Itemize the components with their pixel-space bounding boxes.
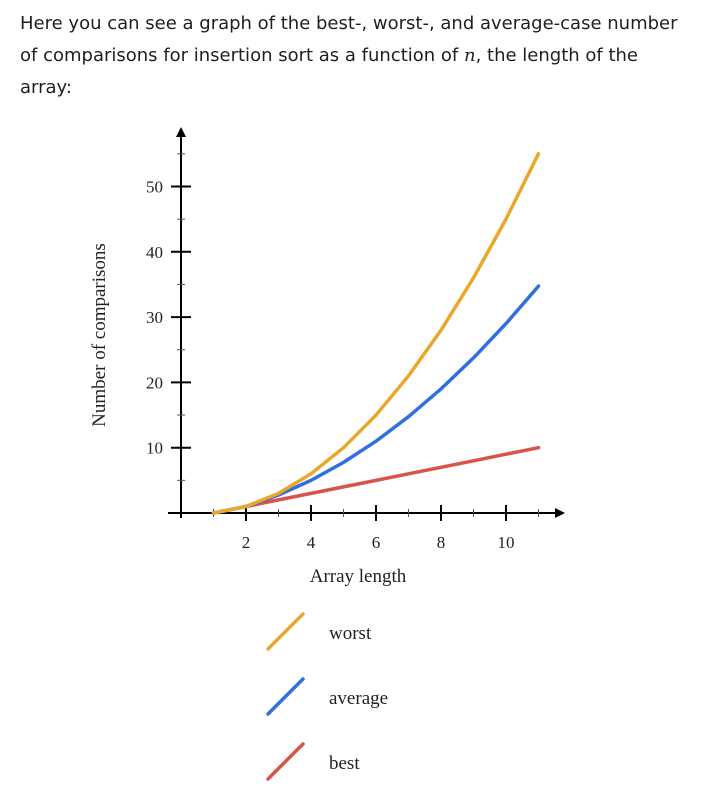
series-line-best bbox=[211, 445, 541, 515]
y-tick-label: 30 bbox=[146, 308, 163, 327]
series-line-worst bbox=[211, 152, 541, 515]
intro-paragraph: Here you can see a graph of the best-, w… bbox=[20, 8, 692, 104]
x-tick-label: 6 bbox=[372, 533, 381, 552]
x-tick-label: 10 bbox=[498, 533, 515, 552]
x-axis-label: Array length bbox=[310, 566, 407, 587]
legend-label-best: best bbox=[329, 753, 360, 774]
y-ticks: 10 20 30 40 50 bbox=[146, 178, 191, 458]
y-axis-label: Number of comparisons bbox=[89, 243, 110, 427]
legend-label-average: average bbox=[329, 688, 388, 709]
x-tick-label: 8 bbox=[437, 533, 446, 552]
legend-label-worst: worst bbox=[329, 623, 372, 644]
y-tick-label: 50 bbox=[146, 178, 163, 197]
axes bbox=[168, 127, 565, 518]
y-tick-label: 40 bbox=[146, 243, 163, 262]
intro-text-before: Here you can see a graph of the best-, w… bbox=[20, 13, 678, 66]
x-tick-label: 2 bbox=[242, 533, 251, 552]
series-lines bbox=[211, 152, 541, 515]
y-tick-label: 20 bbox=[146, 373, 163, 392]
intro-text-after: , the length of the array: bbox=[20, 45, 638, 98]
legend: worst average best bbox=[266, 612, 388, 781]
legend-swatch-worst bbox=[266, 612, 305, 651]
minor-ticks bbox=[177, 153, 539, 517]
intro-variable-n: n bbox=[463, 45, 476, 66]
legend-swatch-average bbox=[266, 677, 305, 716]
x-tick-label: 4 bbox=[307, 533, 316, 552]
y-tick-label: 10 bbox=[146, 439, 163, 458]
legend-swatch-best bbox=[266, 742, 305, 781]
x-ticks: 2 4 6 8 10 bbox=[242, 505, 515, 552]
